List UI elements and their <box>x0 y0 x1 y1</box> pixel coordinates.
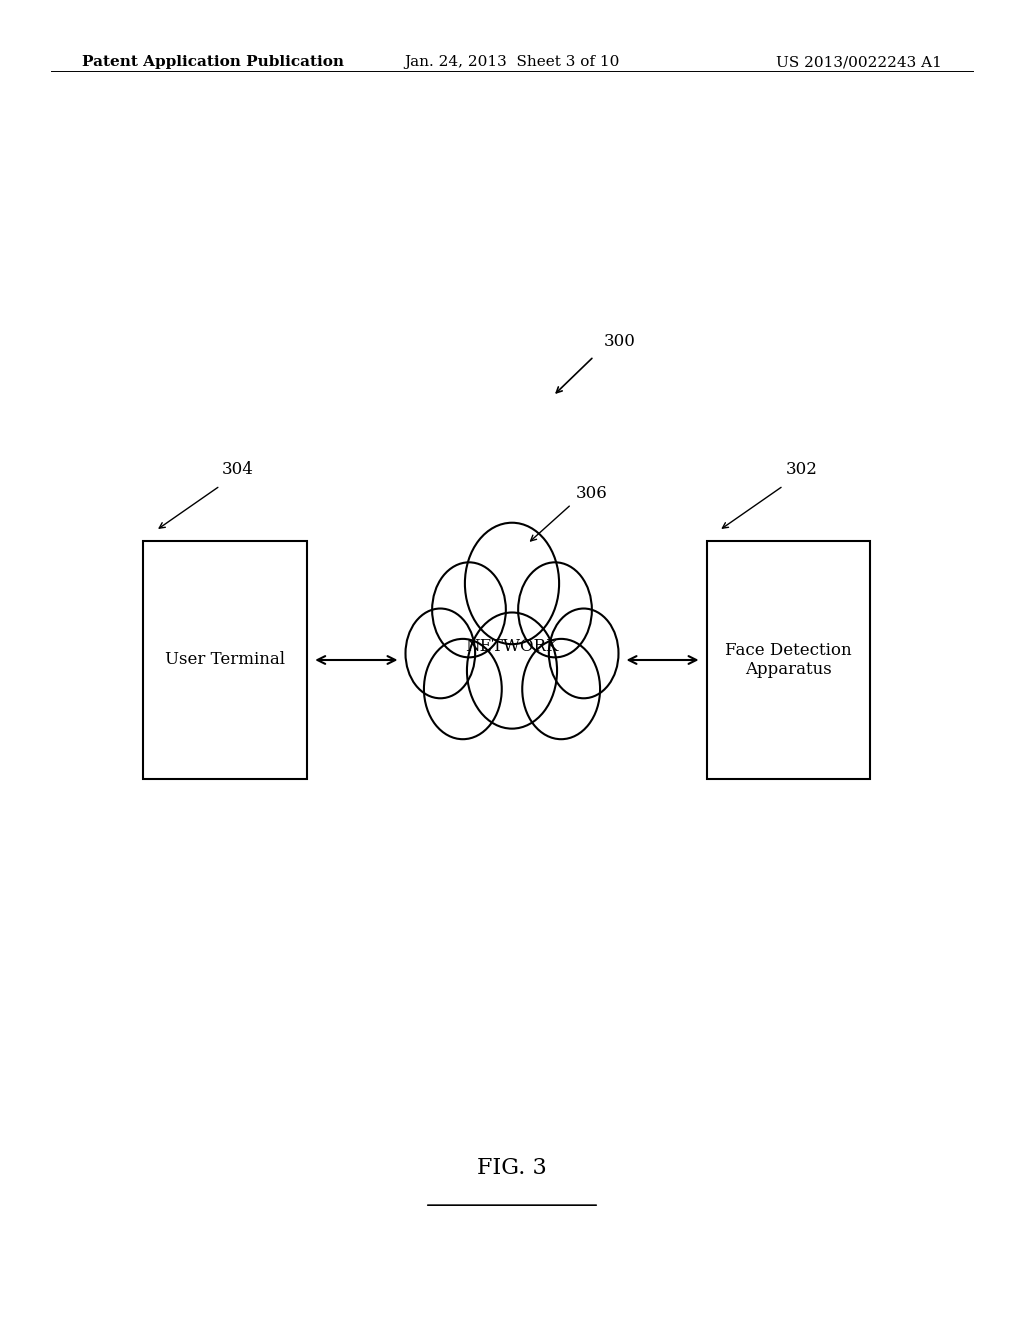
Circle shape <box>467 612 557 729</box>
Circle shape <box>424 639 502 739</box>
Circle shape <box>406 609 475 698</box>
Text: 304: 304 <box>222 461 254 478</box>
Text: Jan. 24, 2013  Sheet 3 of 10: Jan. 24, 2013 Sheet 3 of 10 <box>404 55 620 70</box>
Text: 306: 306 <box>575 484 607 502</box>
Circle shape <box>432 562 506 657</box>
Text: 302: 302 <box>785 461 817 478</box>
FancyBboxPatch shape <box>143 541 307 779</box>
Text: US 2013/0022243 A1: US 2013/0022243 A1 <box>776 55 942 70</box>
Circle shape <box>522 639 600 739</box>
Text: 300: 300 <box>604 333 636 350</box>
Text: FIG. 3: FIG. 3 <box>477 1158 547 1179</box>
Text: User Terminal: User Terminal <box>165 652 286 668</box>
Circle shape <box>465 523 559 644</box>
FancyBboxPatch shape <box>707 541 870 779</box>
Circle shape <box>549 609 618 698</box>
Text: Face Detection
Apparatus: Face Detection Apparatus <box>725 642 852 678</box>
Circle shape <box>518 562 592 657</box>
Text: Patent Application Publication: Patent Application Publication <box>82 55 344 70</box>
Text: NETWORK: NETWORK <box>465 639 559 655</box>
